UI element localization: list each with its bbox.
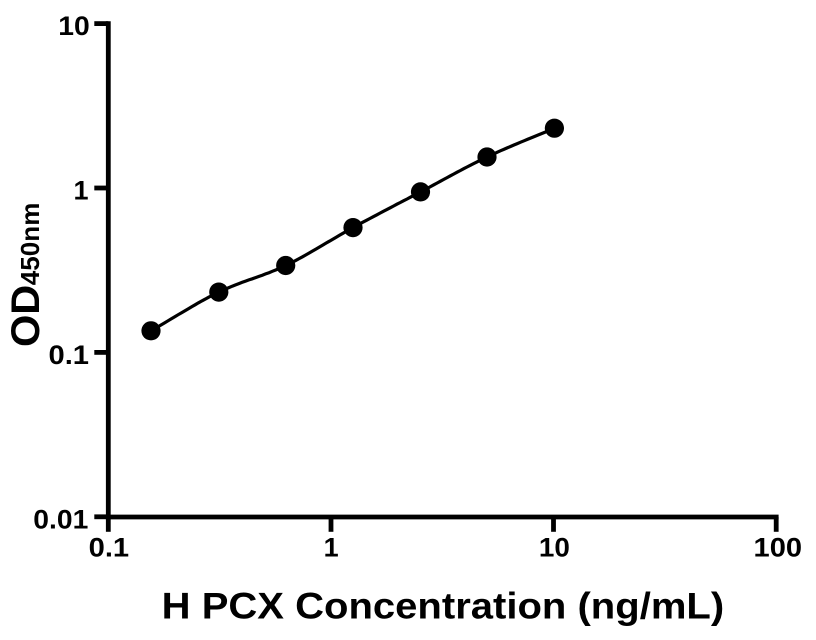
svg-text:0.1: 0.1: [49, 340, 90, 370]
svg-text:0.01: 0.01: [33, 504, 88, 534]
svg-text:H PCX Concentration (ng/mL): H PCX Concentration (ng/mL): [162, 585, 725, 627]
svg-text:10: 10: [539, 533, 570, 563]
svg-text:1: 1: [73, 176, 88, 206]
svg-text:0.1: 0.1: [89, 533, 130, 563]
svg-text:100: 100: [754, 533, 803, 563]
svg-text:10: 10: [58, 11, 90, 41]
svg-text:1: 1: [324, 533, 339, 563]
svg-text:OD: OD: [4, 285, 48, 347]
svg-text:450nm: 450nm: [15, 203, 45, 286]
